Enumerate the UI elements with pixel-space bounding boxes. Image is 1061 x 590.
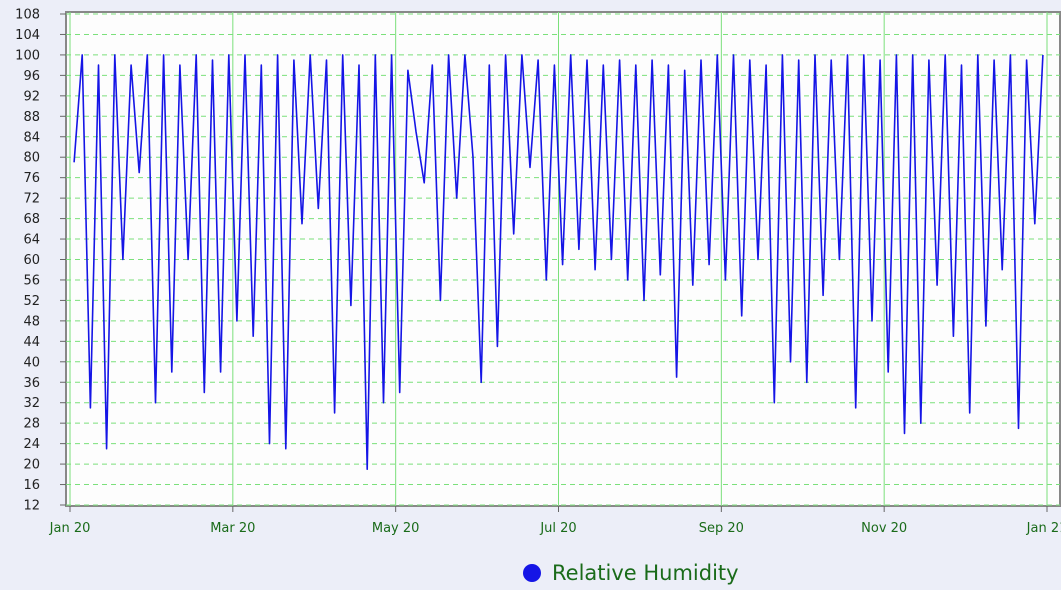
legend-label: Relative Humidity (552, 561, 739, 585)
y-tick-label: 36 (23, 376, 40, 391)
y-tick-label: 68 (23, 212, 40, 227)
x-tick-label: Jul 20 (539, 521, 576, 536)
x-tick-label: Mar 20 (210, 521, 255, 536)
y-tick-label: 76 (23, 171, 40, 186)
y-tick-label: 12 (23, 499, 40, 514)
x-tick-label: Jan 21 (1026, 521, 1061, 536)
y-tick-label: 44 (23, 335, 40, 350)
y-tick-label: 48 (23, 314, 40, 329)
y-tick-label: 64 (23, 233, 40, 248)
y-tick-label: 20 (23, 458, 40, 473)
x-tick-label: Nov 20 (861, 521, 907, 536)
x-tick-label: Sep 20 (699, 521, 744, 536)
y-tick-label: 88 (23, 110, 40, 125)
y-tick-label: 92 (23, 89, 40, 104)
y-tick-label: 108 (15, 8, 40, 23)
y-tick-label: 100 (15, 48, 40, 63)
x-tick-label: May 20 (372, 521, 420, 536)
y-tick-label: 60 (23, 253, 40, 268)
y-tick-label: 28 (23, 417, 40, 432)
data-line (73, 54, 1044, 470)
y-tick-label: 96 (23, 69, 40, 84)
y-tick-label: 24 (23, 437, 40, 452)
y-tick-label: 52 (23, 294, 40, 309)
y-tick-label: 32 (23, 396, 40, 411)
y-tick-label: 56 (23, 273, 40, 288)
y-tick-label: 40 (23, 355, 40, 370)
y-tick-label: 80 (23, 151, 40, 166)
x-tick-label: Jan 20 (49, 521, 91, 536)
y-tick-label: 72 (23, 192, 40, 207)
legend-marker (523, 564, 541, 582)
y-tick-label: 104 (15, 28, 40, 43)
y-tick-label: 16 (23, 478, 40, 493)
y-tick-label: 84 (23, 130, 40, 145)
